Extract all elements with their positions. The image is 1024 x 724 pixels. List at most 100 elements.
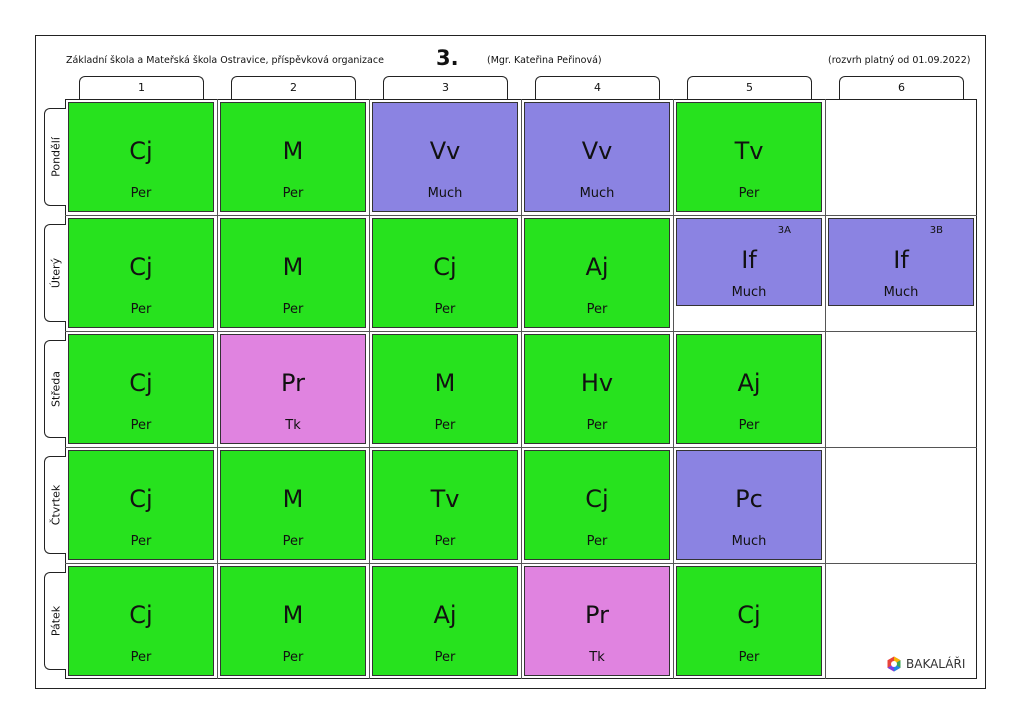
teacher-label: Per <box>586 302 608 317</box>
day-header: Pondělí <box>44 108 66 206</box>
subject-label: Pc <box>735 485 763 513</box>
subject-label: If <box>893 246 909 274</box>
subject-label: Cj <box>129 137 153 165</box>
bakalari-logo-icon <box>887 656 901 672</box>
column-divider <box>521 99 522 679</box>
teacher-label: Per <box>586 534 608 549</box>
lesson-cell[interactable]: Pr Tk <box>220 334 366 444</box>
teacher-label: Per <box>130 534 152 549</box>
lesson-cell[interactable]: M Per <box>220 102 366 212</box>
subject-label: Vv <box>581 137 613 165</box>
lesson-cell[interactable]: Pc Much <box>676 450 822 560</box>
group-label: 3B <box>929 225 943 236</box>
subject-label: Cj <box>585 485 609 513</box>
teacher-label: Per <box>130 418 152 433</box>
class-title: 3. <box>436 46 459 70</box>
teacher-label: Per <box>434 418 456 433</box>
subject-label: Aj <box>433 601 457 629</box>
lesson-cell[interactable]: Vv Much <box>372 102 518 212</box>
lesson-cell[interactable]: M Per <box>220 450 366 560</box>
day-label: Čtvrtek <box>49 484 62 526</box>
lesson-cell[interactable]: M Per <box>372 334 518 444</box>
period-header-2: 2 <box>231 76 356 100</box>
subject-label: Pr <box>281 369 305 397</box>
subject-label: Cj <box>129 485 153 513</box>
subject-label: Aj <box>737 369 761 397</box>
period-header-4: 4 <box>535 76 660 100</box>
subject-label: Tv <box>734 137 764 165</box>
teacher-label: Per <box>282 650 304 665</box>
subject-label: Hv <box>580 369 614 397</box>
teacher-label: Per <box>130 650 152 665</box>
group-label: 3A <box>777 225 791 236</box>
lesson-cell[interactable]: Cj Per <box>524 450 670 560</box>
subject-label: M <box>434 369 456 397</box>
teacher-label: Much <box>427 186 463 201</box>
subject-label: Cj <box>737 601 761 629</box>
teacher-label: Per <box>130 302 152 317</box>
lesson-cell[interactable]: M Per <box>220 218 366 328</box>
subject-label: Vv <box>429 137 461 165</box>
period-header-6: 6 <box>839 76 964 100</box>
period-header-5: 5 <box>687 76 812 100</box>
column-divider <box>217 99 218 679</box>
lesson-cell[interactable]: 3B If Much <box>828 218 974 306</box>
school-name: Základní škola a Mateřská škola Ostravic… <box>66 55 384 66</box>
lesson-cell[interactable]: Cj Per <box>68 218 214 328</box>
lesson-cell[interactable]: Cj Per <box>676 566 822 676</box>
teacher-label: Per <box>282 302 304 317</box>
teacher-label: Per <box>738 650 760 665</box>
validity-note: (rozvrh platný od 01.09.2022) <box>828 55 971 66</box>
lesson-cell[interactable]: Cj Per <box>68 566 214 676</box>
column-divider <box>369 99 370 679</box>
teacher-label: Per <box>434 650 456 665</box>
day-header: Středa <box>44 340 66 438</box>
teacher-label: Tk <box>285 418 301 433</box>
subject-label: Cj <box>433 253 457 281</box>
lesson-cell[interactable]: Aj Per <box>524 218 670 328</box>
bakalari-logo: BAKALÁŘI <box>886 656 965 672</box>
day-label: Úterý <box>49 257 62 289</box>
day-label: Středa <box>49 370 62 408</box>
subject-label: Cj <box>129 369 153 397</box>
subject-label: Pr <box>585 601 609 629</box>
period-header-3: 3 <box>383 76 508 100</box>
subject-label: M <box>282 485 304 513</box>
lesson-cell[interactable]: Aj Per <box>676 334 822 444</box>
lesson-cell[interactable]: Cj Per <box>68 102 214 212</box>
lesson-cell[interactable]: Cj Per <box>372 218 518 328</box>
teacher-label: Much <box>883 285 919 300</box>
lesson-cell[interactable]: 3A If Much <box>676 218 822 306</box>
teacher-label: Per <box>434 302 456 317</box>
day-label: Pondělí <box>49 137 62 177</box>
day-header: Pátek <box>44 572 66 670</box>
teacher-label: Per <box>434 534 456 549</box>
lesson-cell[interactable]: M Per <box>220 566 366 676</box>
lesson-cell[interactable]: Aj Per <box>372 566 518 676</box>
teacher-label: Per <box>282 186 304 201</box>
subject-label: Tv <box>430 485 460 513</box>
lesson-cell[interactable]: Tv Per <box>676 102 822 212</box>
lesson-cell[interactable]: Cj Per <box>68 450 214 560</box>
lesson-cell[interactable]: Cj Per <box>68 334 214 444</box>
subject-label: M <box>282 137 304 165</box>
teacher-label: Per <box>738 186 760 201</box>
day-label: Pátek <box>49 605 62 637</box>
subject-label: M <box>282 601 304 629</box>
teacher-label: Much <box>731 285 767 300</box>
teacher-label: Per <box>738 418 760 433</box>
lesson-cell[interactable]: Vv Much <box>524 102 670 212</box>
lesson-cell[interactable]: Hv Per <box>524 334 670 444</box>
day-header: Úterý <box>44 224 66 322</box>
teacher-label: Per <box>130 186 152 201</box>
subject-label: Cj <box>129 601 153 629</box>
period-header-1: 1 <box>79 76 204 100</box>
lesson-cell[interactable]: Tv Per <box>372 450 518 560</box>
teacher-label: Tk <box>589 650 605 665</box>
day-header: Čtvrtek <box>44 456 66 554</box>
teacher-label: Much <box>731 534 767 549</box>
column-divider <box>673 99 674 679</box>
brand-name: BAKALÁŘI <box>906 657 966 671</box>
lesson-cell[interactable]: Pr Tk <box>524 566 670 676</box>
subject-label: If <box>741 246 757 274</box>
